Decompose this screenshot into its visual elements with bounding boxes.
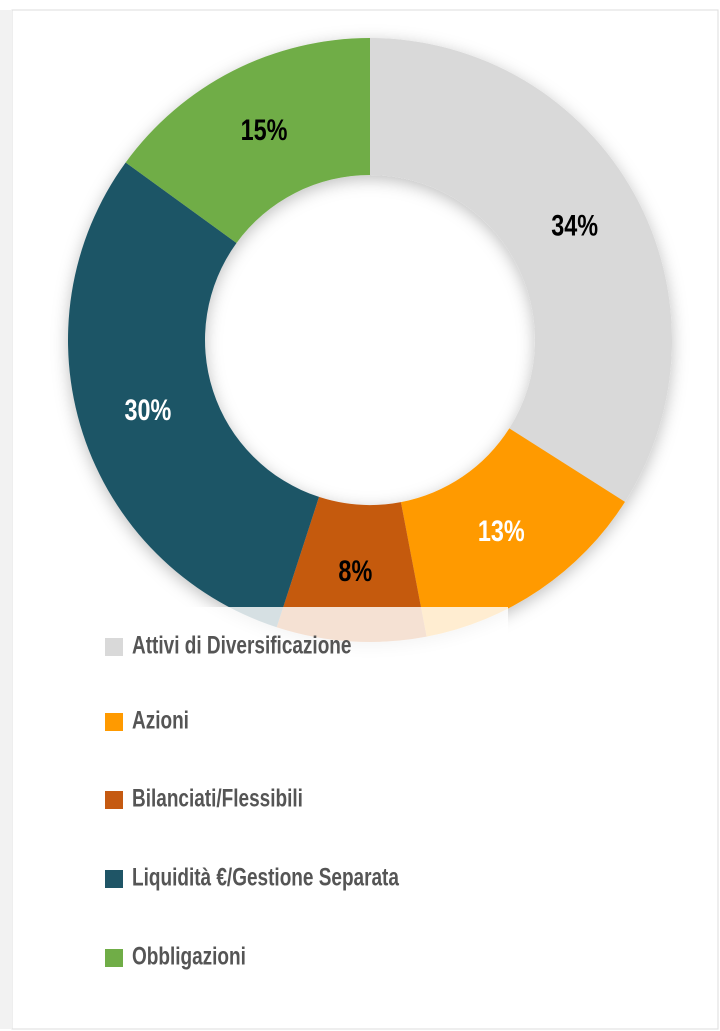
donut-slice [400, 428, 625, 637]
value-label: 15% [241, 113, 288, 146]
legend-swatch [105, 713, 123, 731]
legend: Attivi di Diversificazione Azioni Bilancia… [105, 631, 399, 970]
legend-label: Liquidità €/Gestione Separata [132, 863, 399, 891]
donut [67, 37, 672, 642]
donut-slice [370, 38, 672, 502]
legend-label: Bilanciati/Flessibili [132, 784, 303, 812]
value-label: 13% [478, 514, 525, 547]
legend-label: Attivi di Diversificazione [132, 631, 351, 659]
legend-label: Obbligazioni [132, 942, 246, 970]
legend-backdrop [90, 607, 508, 665]
value-labels: 34% 13% 8% 30% 15% [125, 113, 599, 588]
value-label: 34% [551, 209, 598, 242]
legend-swatch [105, 638, 123, 656]
donut-slice [125, 37, 370, 244]
legend-swatch [105, 949, 123, 967]
legend-label: Azioni [132, 706, 189, 734]
value-label: 30% [125, 393, 172, 426]
donut-slice [67, 162, 320, 628]
legend-swatch [105, 791, 123, 809]
donut-slice [276, 496, 427, 642]
side-strip [0, 10, 12, 1029]
legend-swatch [105, 870, 123, 888]
value-label: 8% [338, 554, 372, 587]
